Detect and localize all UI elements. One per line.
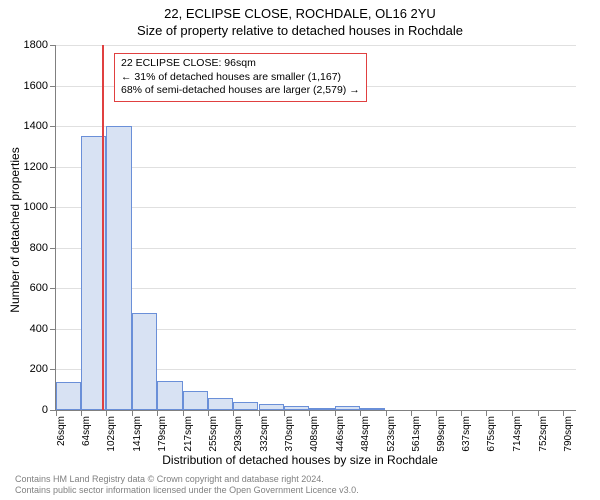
y-tick-label: 1600 [24,80,56,92]
footer-line1: Contains HM Land Registry data © Crown c… [15,474,359,485]
annotation-line: 22 ECLIPSE CLOSE: 96sqm [121,57,360,71]
x-tick-label: 293sqm [233,416,244,452]
x-tick-label: 714sqm [512,416,523,452]
footer-attribution: Contains HM Land Registry data © Crown c… [15,474,359,497]
grid-line [56,167,576,168]
histogram-bar [106,126,131,410]
x-tick-label: 637sqm [461,416,472,452]
x-tick-label: 752sqm [538,416,549,452]
grid-line [56,248,576,249]
x-tick-label: 484sqm [360,416,371,452]
y-tick-label: 1400 [24,120,56,132]
histogram-bar [56,382,81,410]
x-axis-title: Distribution of detached houses by size … [0,453,600,467]
y-tick-label: 1200 [24,161,56,173]
x-tick-label: 255sqm [208,416,219,452]
grid-line [56,288,576,289]
x-tick-label: 408sqm [309,416,320,452]
title-subtitle: Size of property relative to detached ho… [0,21,600,38]
x-tick-label: 370sqm [284,416,295,452]
histogram-bar [157,381,182,410]
chart-container: 22, ECLIPSE CLOSE, ROCHDALE, OL16 2YU Si… [0,0,600,500]
annotation-line: ← 31% of detached houses are smaller (1,… [121,71,360,85]
x-tick-label: 599sqm [436,416,447,452]
grid-line [56,45,576,46]
x-tick-label: 523sqm [386,416,397,452]
y-tick-label: 1800 [24,39,56,51]
x-tick-label: 26sqm [56,416,67,446]
x-tick-label: 790sqm [563,416,574,452]
title-address: 22, ECLIPSE CLOSE, ROCHDALE, OL16 2YU [0,0,600,21]
y-tick-label: 400 [30,323,56,335]
x-tick-label: 179sqm [157,416,168,452]
histogram-bar [183,391,208,410]
x-tick-label: 446sqm [335,416,346,452]
y-tick-label: 1000 [24,201,56,213]
annotation-line: 68% of semi-detached houses are larger (… [121,84,360,98]
histogram-bar [132,313,157,410]
x-tick-label: 217sqm [183,416,194,452]
histogram-bar [360,408,385,410]
x-tick-label: 332sqm [259,416,270,452]
histogram-bar [259,404,284,410]
annotation-box: 22 ECLIPSE CLOSE: 96sqm← 31% of detached… [114,53,367,102]
y-tick-label: 600 [30,282,56,294]
histogram-bar [284,406,309,410]
y-tick-label: 200 [30,363,56,375]
x-tick-label: 102sqm [106,416,117,452]
x-tick-label: 64sqm [81,416,92,446]
property-marker-line [102,45,104,410]
grid-line [56,207,576,208]
x-tick-label: 675sqm [486,416,497,452]
footer-line2: Contains public sector information licen… [15,485,359,496]
y-axis-title: Number of detached properties [8,147,22,312]
y-tick-label: 0 [42,404,56,416]
x-tick-label: 561sqm [411,416,422,452]
histogram-bar [335,406,360,410]
y-tick-label: 800 [30,242,56,254]
x-tick-label: 141sqm [132,416,143,452]
grid-line [56,126,576,127]
chart-plot-area: 02004006008001000120014001600180026sqm64… [55,45,576,411]
histogram-bar [309,408,334,410]
histogram-bar [233,402,258,410]
histogram-bar [208,398,233,410]
